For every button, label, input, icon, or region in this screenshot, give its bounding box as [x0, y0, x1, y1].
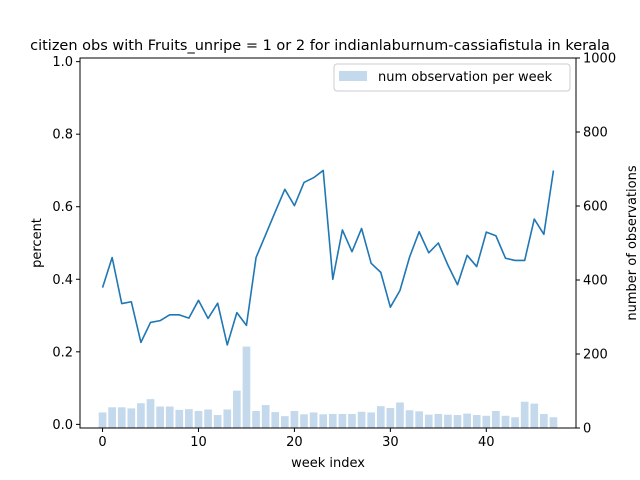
obs-bar: [501, 415, 510, 428]
y-tick-label-left: 0.4: [52, 273, 73, 288]
obs-bar: [530, 403, 539, 428]
legend-swatch: [339, 71, 367, 81]
y-tick-label-left: 0.0: [52, 418, 73, 433]
obs-bar: [280, 416, 289, 428]
percent-line-group: [101, 169, 555, 346]
chart-title: citizen obs with Fruits_unripe = 1 or 2 …: [30, 38, 610, 54]
x-axis-label: week index: [291, 456, 365, 471]
obs-bar: [156, 406, 164, 428]
obs-bar: [137, 403, 145, 428]
plot-frame: [79, 57, 577, 429]
obs-bar: [328, 413, 337, 428]
obs-bar: [367, 412, 376, 428]
x-tick-label: 20: [286, 435, 303, 450]
y-tick-label-right: 800: [583, 126, 608, 141]
obs-bar: [415, 411, 423, 428]
obs-bar: [482, 415, 491, 428]
obs-bar: [549, 417, 558, 428]
obs-bar: [223, 409, 232, 428]
y-tick-label-left: 0.6: [52, 200, 73, 215]
x-tick-label: 10: [190, 435, 207, 450]
y-tick-label-left: 1.0: [52, 55, 73, 70]
obs-bar: [108, 407, 116, 428]
legend-frame: [333, 63, 571, 92]
obs-bar: [540, 413, 548, 428]
obs-bar: [127, 408, 136, 428]
obs-bar: [146, 399, 155, 428]
x-tick-label: 0: [98, 435, 106, 450]
obs-bar: [472, 415, 481, 428]
obs-bar: [338, 413, 347, 428]
y-tick-label-right: 600: [583, 200, 608, 215]
obs-bar: [386, 408, 395, 428]
obs-bar: [175, 409, 184, 428]
obs-bar: [405, 410, 414, 428]
obs-bar: [511, 417, 519, 428]
legend: num observation per week: [333, 63, 571, 92]
obs-bar: [290, 410, 299, 428]
y-tick-label-right: 1000: [583, 52, 616, 67]
observation-bars: [98, 346, 558, 428]
y-axis-label-right: number of observations: [625, 165, 640, 320]
obs-bar: [309, 412, 318, 428]
obs-bar: [424, 414, 433, 428]
obs-bar: [185, 409, 193, 428]
obs-bar: [520, 401, 529, 428]
y-tick-label-left: 0.2: [52, 345, 73, 360]
x-tick-label: 40: [478, 435, 495, 450]
obs-bar: [204, 409, 212, 428]
y-tick-label-right: 400: [583, 274, 608, 289]
obs-bar: [261, 405, 270, 428]
obs-bar: [444, 414, 452, 428]
y-tick-label-left: 0.8: [52, 128, 73, 143]
obs-bar: [242, 346, 251, 428]
obs-bar: [376, 406, 385, 428]
percent-line: [101, 169, 555, 346]
y-tick-label-right: 0: [583, 422, 591, 437]
obs-bar: [194, 410, 203, 428]
obs-bar: [492, 410, 500, 428]
obs-bar: [252, 410, 260, 428]
legend-label: num observation per week: [378, 70, 553, 85]
obs-bar: [98, 412, 107, 428]
obs-bar: [396, 402, 404, 428]
obs-bar: [463, 413, 471, 428]
obs-bar: [453, 415, 462, 428]
y-tick-label-right: 200: [583, 348, 608, 363]
obs-bar: [434, 413, 443, 428]
y-axis-label-left: percent: [30, 218, 45, 268]
obs-bar: [117, 407, 126, 428]
obs-bar: [271, 412, 280, 428]
obs-bar: [357, 411, 366, 428]
x-tick-label: 30: [382, 435, 399, 450]
obs-bar: [319, 414, 328, 428]
axes: 0 10 20 30 40 0.0 0.2 0.4 0.6 0.8 1.0 0 200 400 600 800…: [52, 52, 616, 451]
obs-bar: [165, 406, 174, 428]
obs-bar: [213, 415, 222, 428]
obs-bar: [233, 390, 241, 428]
obs-bar: [300, 414, 308, 428]
obs-bar: [348, 413, 356, 428]
